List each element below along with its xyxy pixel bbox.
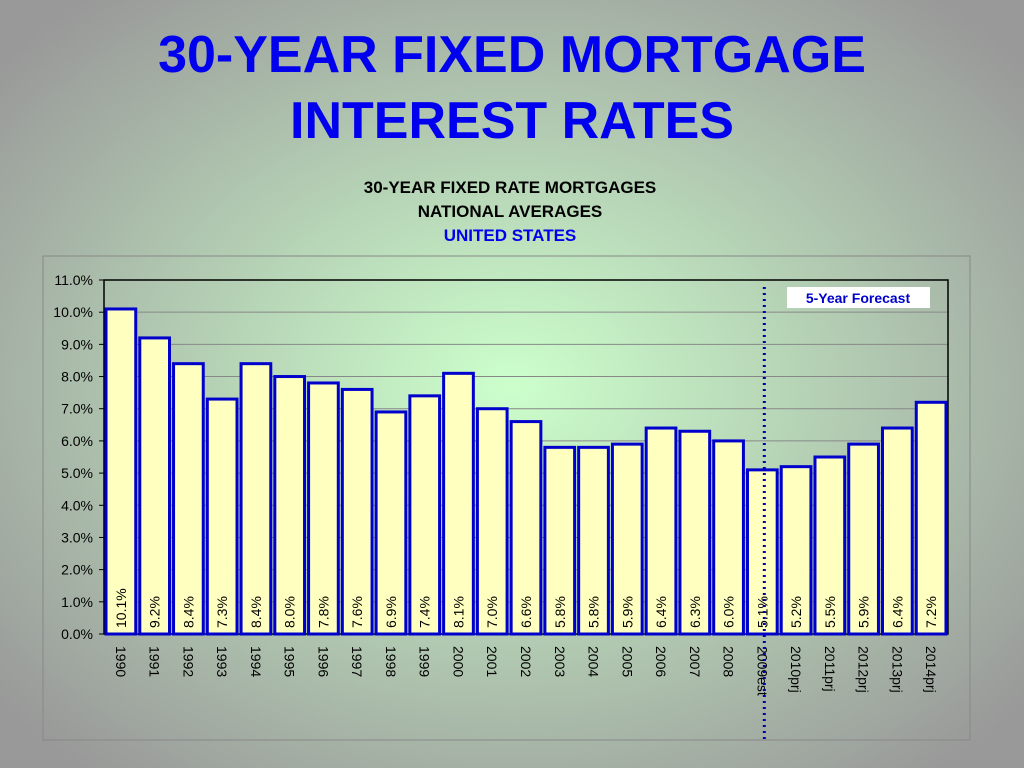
y-tick-label: 8.0%: [61, 369, 93, 385]
value-label: 5.1%: [754, 596, 770, 628]
bar: [543, 445, 577, 636]
x-tick-label: 2000: [450, 646, 466, 677]
value-label: 8.4%: [180, 596, 196, 628]
x-tick-label: 2007: [687, 646, 703, 677]
value-label: 8.0%: [282, 596, 298, 628]
chart-subtitle: UNITED STATES: [444, 226, 577, 245]
bar: [307, 381, 340, 636]
x-tick-label: 2004: [586, 646, 602, 677]
value-label: 8.4%: [248, 596, 264, 628]
x-tick-label: 1999: [417, 646, 433, 677]
x-tick-label: 2010prj: [788, 646, 804, 693]
value-label: 7.3%: [214, 596, 230, 628]
bar: [104, 307, 138, 636]
x-tick-label: 2011prj: [822, 646, 838, 692]
annotation-box: [787, 287, 930, 308]
value-label: 8.1%: [450, 596, 466, 628]
bar: [678, 429, 712, 636]
x-tick-label: 1996: [315, 646, 331, 677]
value-label: 6.4%: [653, 596, 669, 628]
y-tick-label: 3.0%: [61, 529, 93, 545]
x-tick-label: 1992: [180, 646, 196, 677]
y-tick-label: 0.0%: [61, 626, 93, 642]
value-label: 9.2%: [147, 596, 163, 628]
bar: [914, 400, 948, 636]
bar: [374, 410, 408, 636]
value-label: 7.8%: [315, 596, 331, 628]
x-tick-label: 1991: [147, 646, 163, 677]
value-label: 7.0%: [484, 596, 500, 628]
y-tick-label: 1.0%: [61, 594, 93, 610]
y-tick-label: 10.0%: [53, 304, 93, 320]
bar: [475, 407, 509, 636]
y-tick-label: 11.0%: [54, 272, 93, 288]
value-label: 5.8%: [586, 596, 602, 628]
x-tick-label: 2008: [721, 646, 737, 677]
x-tick-label: 1990: [113, 646, 129, 677]
y-tick-label: 4.0%: [61, 497, 93, 513]
y-tick-label: 9.0%: [61, 336, 93, 352]
value-label: 7.6%: [349, 596, 365, 628]
value-label: 5.5%: [822, 596, 838, 628]
slide-title: 30-YEAR FIXED MORTGAGE: [158, 26, 866, 84]
x-tick-label: 2001: [484, 646, 500, 677]
chart-title: 30-YEAR FIXED RATE MORTGAGES: [364, 178, 657, 197]
bar: [577, 445, 610, 636]
x-tick-label: 2002: [518, 646, 534, 677]
chart-title: NATIONAL AVERAGES: [418, 202, 603, 221]
x-tick-label: 1993: [214, 646, 230, 677]
x-tick-label: 1994: [248, 646, 264, 677]
value-label: 6.9%: [383, 596, 399, 628]
bar: [644, 426, 678, 636]
value-label: 5.9%: [856, 596, 872, 628]
x-tick-label: 2014prj: [923, 646, 939, 693]
value-label: 6.0%: [721, 596, 737, 628]
bar: [779, 465, 813, 636]
value-label: 6.4%: [889, 596, 905, 628]
y-tick-label: 5.0%: [61, 465, 93, 481]
y-tick-label: 6.0%: [61, 433, 93, 449]
bar: [239, 362, 273, 636]
value-label: 7.2%: [923, 596, 939, 628]
bar: [172, 362, 205, 636]
x-tick-label: 2005: [619, 646, 635, 677]
value-label: 5.2%: [788, 596, 804, 628]
value-label: 5.9%: [619, 596, 635, 628]
bar: [408, 394, 442, 636]
bar: [610, 442, 644, 636]
y-tick-label: 2.0%: [61, 562, 93, 578]
chart-frame: [42, 255, 971, 741]
x-tick-label: 1997: [349, 646, 365, 677]
bar: [509, 420, 543, 636]
x-tick-label: 1998: [383, 646, 399, 677]
slide-title: INTEREST RATES: [290, 92, 734, 150]
bar: [273, 375, 307, 636]
bar: [881, 426, 914, 636]
x-tick-label: 2013prj: [889, 646, 905, 693]
bar: [813, 455, 847, 636]
x-tick-label: 2009est: [754, 646, 770, 696]
x-tick-label: 2012prj: [856, 646, 872, 693]
value-label: 7.4%: [417, 596, 433, 628]
bar: [745, 468, 779, 636]
bar: [340, 387, 374, 636]
y-tick-label: 7.0%: [61, 401, 93, 417]
bar: [847, 442, 880, 636]
value-label: 10.1%: [113, 588, 129, 628]
value-label: 5.8%: [552, 596, 568, 628]
annotation: 5-Year Forecast: [806, 290, 911, 306]
value-label: 6.6%: [518, 596, 534, 628]
x-tick-label: 2003: [552, 646, 568, 677]
bar: [712, 439, 745, 636]
bar: [442, 371, 475, 636]
x-tick-label: 2006: [653, 646, 669, 677]
bar: [205, 397, 239, 636]
x-tick-label: 1995: [282, 646, 298, 677]
value-label: 6.3%: [687, 596, 703, 628]
bar: [138, 336, 171, 636]
